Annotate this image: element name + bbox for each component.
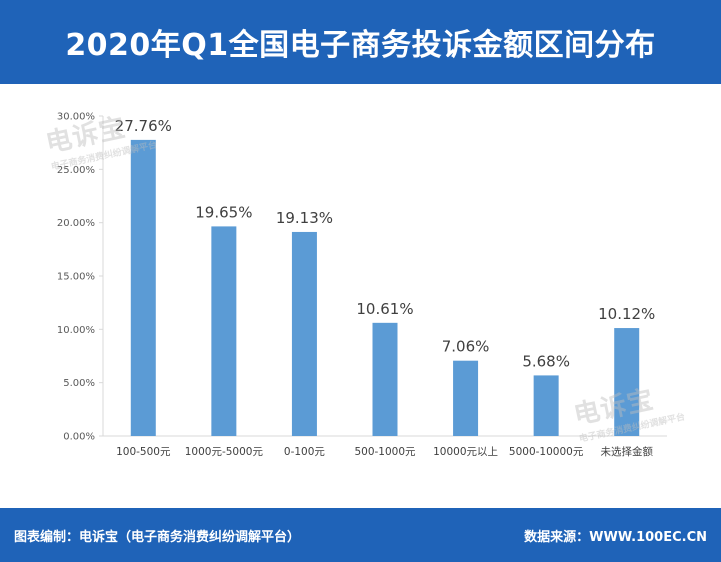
x-tick-label: 1000元-5000元 — [185, 446, 264, 458]
chart-header: 2020年Q1全国电子商务投诉金额区间分布 — [0, 0, 721, 84]
data-label: 10.12% — [598, 305, 655, 323]
x-tick-label: 10000元以上 — [433, 446, 498, 458]
footer-source: 数据来源：WWW.100EC.CN — [524, 529, 707, 545]
bar — [453, 360, 479, 436]
data-label: 10.61% — [356, 300, 413, 318]
y-axis: 0.00% 5.00% 10.00% 15.00% 20.00% 25.00% 30.00% — [57, 112, 667, 443]
data-label: 7.06% — [442, 338, 490, 356]
chart-area: 0.00% 5.00% 10.00% 15.00% 20.00% 25.00% 30.00%… — [0, 84, 721, 508]
y-tick-label: 15.00% — [57, 272, 95, 283]
x-tick-label: 500-1000元 — [354, 446, 416, 458]
bar — [211, 226, 237, 436]
y-tick-label: 0.00% — [63, 432, 95, 443]
x-axis-labels: 100-500元 1000元-5000元 0-100元 500-1000元 10000元… — [116, 445, 653, 458]
data-label: 5.68% — [522, 352, 570, 370]
bar — [130, 139, 156, 436]
bar — [291, 231, 317, 436]
bar — [372, 322, 398, 436]
data-label: 19.65% — [195, 203, 252, 221]
y-tick-label: 20.00% — [57, 218, 95, 229]
bar — [533, 375, 559, 436]
x-tick-label: 5000-10000元 — [509, 446, 584, 458]
y-tick-label: 30.00% — [57, 112, 95, 123]
x-tick-label: 未选择金额 — [600, 445, 653, 458]
footer-editor: 图表编制：电诉宝（电子商务消费纠纷调解平台） — [14, 529, 301, 545]
data-label: 27.76% — [115, 117, 172, 135]
bar-chart: 0.00% 5.00% 10.00% 15.00% 20.00% 25.00% 30.00%… — [57, 112, 667, 458]
x-tick-label: 100-500元 — [116, 446, 171, 458]
bar — [614, 328, 640, 436]
bars-group — [130, 139, 640, 436]
chart-footer: 图表编制：电诉宝（电子商务消费纠纷调解平台） 数据来源：WWW.100EC.CN — [0, 508, 721, 562]
data-labels: 27.76% 19.65% 19.13% 10.61% 7.06% 5.68% 10.12% — [115, 117, 656, 371]
y-tick-label: 10.00% — [57, 325, 95, 336]
data-label: 19.13% — [276, 209, 333, 227]
y-tick-label: 25.00% — [57, 165, 95, 176]
x-tick-label: 0-100元 — [284, 446, 326, 458]
y-tick-label: 5.00% — [63, 378, 95, 389]
chart-title: 2020年Q1全国电子商务投诉金额区间分布 — [65, 28, 656, 63]
